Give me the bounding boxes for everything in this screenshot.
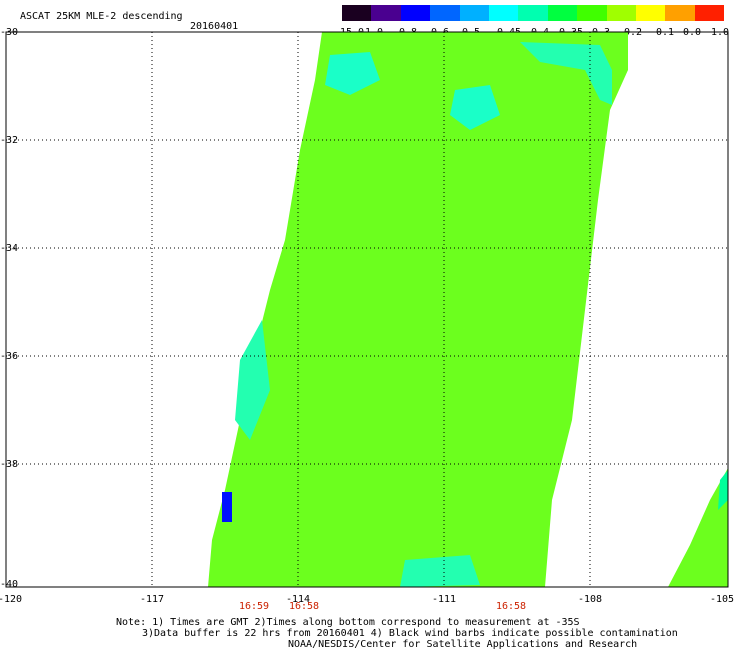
data-patch bbox=[325, 52, 380, 95]
main-swath bbox=[208, 32, 628, 587]
colorbar-swatch bbox=[577, 5, 607, 21]
longitude-label: -120 bbox=[0, 594, 23, 605]
colorbar-swatch bbox=[547, 5, 578, 21]
latitude-label: -32 bbox=[0, 135, 19, 146]
data-patch bbox=[450, 85, 500, 130]
map-date: 20160401 bbox=[190, 21, 239, 32]
swath-layer bbox=[208, 32, 728, 587]
colorbar-swatch bbox=[430, 5, 460, 21]
data-patch bbox=[235, 320, 270, 440]
longitude-label: -114 bbox=[285, 594, 311, 605]
measurement-time: 16:59 bbox=[238, 601, 270, 612]
longitude-label: -111 bbox=[431, 594, 457, 605]
colorbar-swatch bbox=[635, 5, 666, 21]
secondary-swath bbox=[668, 468, 728, 587]
map-title: ASCAT 25KM MLE-2 descending bbox=[20, 11, 183, 22]
data-patch bbox=[520, 42, 612, 105]
latitude-label: -40 bbox=[0, 579, 19, 590]
colorbar-swatch bbox=[665, 5, 695, 21]
latitude-label: -30 bbox=[0, 27, 19, 38]
colorbar bbox=[342, 5, 725, 21]
longitude-label: -108 bbox=[577, 594, 603, 605]
colorbar-swatch bbox=[400, 5, 431, 21]
note-line-3: NOAA/NESDIS/Center for Satellite Applica… bbox=[288, 639, 638, 650]
measurement-time: 16:58 bbox=[495, 601, 527, 612]
colorbar-swatch bbox=[694, 5, 725, 21]
colorbar-swatch bbox=[371, 5, 401, 21]
colorbar-swatch bbox=[518, 5, 548, 21]
latitude-label: -38 bbox=[0, 459, 19, 470]
colorbar-swatch bbox=[606, 5, 636, 21]
latitude-label: -34 bbox=[0, 243, 19, 254]
data-patch bbox=[222, 492, 232, 522]
colorbar-swatch bbox=[459, 5, 489, 21]
measurement-time: 16:58 bbox=[288, 601, 320, 612]
data-patch bbox=[400, 555, 480, 587]
map-frame bbox=[5, 31, 729, 588]
colorbar-swatch bbox=[342, 5, 372, 21]
colorbar-swatch bbox=[488, 5, 519, 21]
longitude-label: -105 bbox=[709, 594, 735, 605]
note-line-2: 3)Data buffer is 22 hrs from 20160401 4)… bbox=[142, 628, 678, 639]
secondary-swath-edge bbox=[718, 470, 728, 510]
note-line-1: Note: 1) Times are GMT 2)Times along bot… bbox=[116, 617, 580, 628]
graticule bbox=[6, 32, 728, 587]
longitude-label: -117 bbox=[139, 594, 165, 605]
latitude-label: -36 bbox=[0, 351, 19, 362]
